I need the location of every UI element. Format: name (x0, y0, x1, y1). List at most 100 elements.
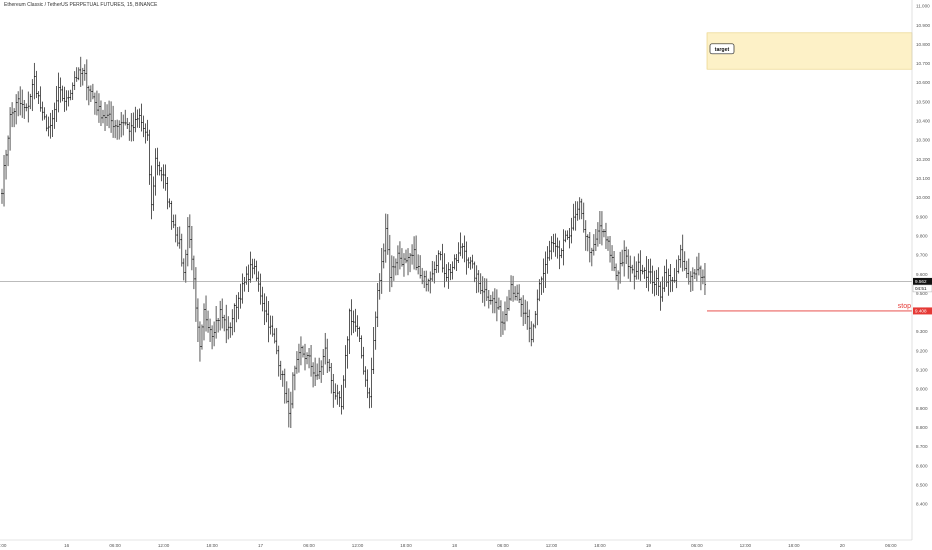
stop-label: stop (898, 303, 911, 310)
x-tick-label: 12:00 (740, 543, 752, 548)
ohlc-bar (360, 335, 363, 359)
ohlc-bar (584, 220, 587, 251)
ohlc-bar (550, 236, 553, 260)
ohlc-bar (75, 67, 78, 82)
ohlc-bar (23, 99, 26, 119)
ohlc-bar (241, 273, 244, 304)
y-tick-label: 9.000 (916, 387, 928, 392)
ohlc-bar (112, 105, 115, 138)
ohlc-bar (562, 229, 565, 266)
ohlc-bar (110, 101, 113, 133)
ohlc-bar (162, 164, 165, 189)
ohlc-bar (495, 289, 498, 322)
ohlc-bar (247, 264, 250, 293)
ohlc-bar (530, 321, 533, 347)
y-tick-label: 9.300 (916, 329, 928, 334)
ohlc-bar (170, 200, 173, 230)
ohlc-bar (265, 296, 268, 323)
ohlc-bar (576, 201, 579, 221)
ohlc-bar (675, 259, 678, 289)
ohlc-bar (253, 258, 256, 275)
ohlc-bar (310, 344, 313, 377)
ohlc-bar (564, 230, 567, 243)
ohlc-bar (396, 245, 399, 276)
y-tick-label: 10.800 (916, 42, 930, 47)
ohlc-bar (295, 351, 298, 374)
ohlc-bar (384, 213, 387, 263)
ohlc-bar (11, 102, 14, 128)
ohlc-bar (651, 265, 654, 294)
ohlc-bar (592, 234, 595, 256)
ohlc-bar (255, 260, 258, 282)
ohlc-bar (308, 347, 311, 369)
ohlc-bar (142, 115, 145, 138)
ohlc-bar (188, 214, 191, 249)
ohlc-bar (615, 263, 618, 281)
ohlc-bar (425, 270, 428, 292)
y-tick-label: 10.100 (916, 176, 930, 181)
ohlc-bar (417, 254, 420, 275)
ohlc-bar (574, 201, 577, 231)
y-tick-label: 10.900 (916, 23, 930, 28)
ohlc-bar (132, 112, 135, 142)
ohlc-bar (59, 77, 62, 103)
ohlc-bar (475, 265, 478, 294)
x-tick-label: 18:00 (206, 543, 218, 548)
ohlc-bar (481, 276, 484, 303)
ohlc-bar (120, 112, 123, 138)
ohlc-bar (637, 253, 640, 280)
ohlc-bar (219, 300, 222, 331)
ohlc-bar (144, 123, 147, 144)
ohlc-bar (619, 251, 622, 284)
ohlc-bar (437, 250, 440, 273)
ohlc-bar (114, 120, 117, 139)
ohlc-bar (433, 261, 436, 284)
ohlc-bar (455, 254, 458, 271)
ohlc-bar (449, 264, 452, 281)
ohlc-bar (669, 264, 672, 293)
ohlc-bar (213, 321, 216, 347)
ohlc-bar (243, 276, 246, 292)
ohlc-bar (118, 120, 121, 140)
x-tick-label: 20 (840, 543, 846, 548)
ohlc-bar (665, 259, 668, 287)
y-tick-label: 10.600 (916, 80, 930, 85)
ohlc-bar (655, 269, 658, 296)
ohlc-bar (554, 233, 557, 257)
ohlc-bar (27, 91, 30, 123)
ohlc-bar (695, 256, 698, 282)
target-zone[interactable]: target (706, 32, 913, 70)
ohlc-bar (633, 256, 636, 290)
ohlc-bar (291, 372, 294, 409)
ohlc-bar (19, 86, 22, 116)
ohlc-bar (3, 155, 6, 207)
ohlc-bar (598, 211, 601, 244)
ohlc-bar (81, 67, 84, 86)
ohlc-bar (304, 343, 306, 371)
stop-price-badge (913, 307, 932, 315)
ohlc-bar (25, 103, 28, 112)
ohlc-bar (413, 236, 416, 270)
ohlc-bar (154, 148, 157, 196)
ohlc-bar (602, 228, 605, 238)
ohlc-bar (544, 251, 547, 288)
ohlc-bar (196, 298, 199, 343)
ohlc-bar (419, 255, 422, 279)
ohlc-bar (237, 292, 240, 320)
ohlc-bar (463, 235, 466, 263)
x-tick-label: 06:00 (303, 543, 315, 548)
ohlc-bar (61, 85, 64, 102)
ohlc-bar (568, 228, 571, 249)
ohlc-bar (91, 83, 94, 100)
ohlc-bar (536, 289, 539, 326)
ohlc-bar (542, 258, 545, 293)
ohlc-bar (150, 165, 153, 220)
target-zone-box (706, 32, 913, 70)
ohlc-bar (37, 91, 40, 105)
ohlc-bar (124, 109, 127, 126)
ohlc-bar (352, 310, 355, 334)
ohlc-bar (168, 198, 171, 208)
ohlc-bar (93, 92, 96, 115)
ohlc-bar (261, 286, 264, 312)
